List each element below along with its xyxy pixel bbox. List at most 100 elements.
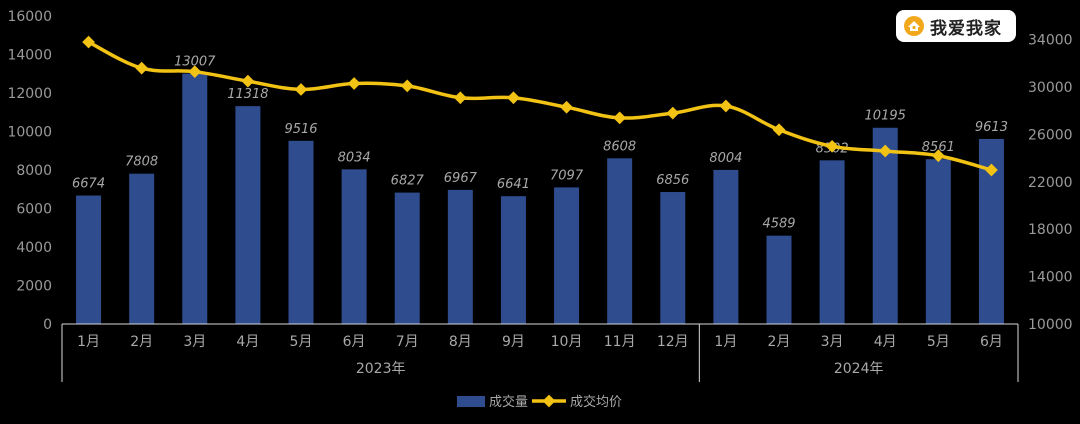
legend-bar-label: 成交量 bbox=[489, 394, 528, 410]
line-point bbox=[294, 83, 308, 96]
x-tick-label: 8月 bbox=[449, 334, 472, 350]
y-right-tick-label: 18000 bbox=[1028, 222, 1073, 238]
bar bbox=[607, 158, 633, 324]
x-tick-label: 9月 bbox=[502, 334, 525, 350]
line-point bbox=[347, 77, 361, 90]
x-tick-label: 1月 bbox=[77, 334, 100, 350]
bar-data-label: 6827 bbox=[391, 174, 425, 189]
bar bbox=[182, 73, 208, 324]
line-point bbox=[400, 79, 414, 93]
y-right-tick-label: 34000 bbox=[1028, 33, 1073, 49]
bar bbox=[713, 169, 739, 324]
x-tick-label: 10月 bbox=[551, 334, 583, 350]
bar-data-label: 10195 bbox=[865, 109, 906, 124]
bar-data-label: 6967 bbox=[444, 171, 478, 186]
legend: 成交量 成交均价 bbox=[457, 394, 622, 410]
bar bbox=[925, 159, 951, 324]
bar bbox=[129, 173, 155, 324]
x-tick-label: 2月 bbox=[768, 334, 791, 350]
bar-data-label: 13007 bbox=[174, 55, 216, 70]
y-right-tick-label: 14000 bbox=[1028, 270, 1073, 286]
line-point bbox=[188, 65, 202, 79]
bar-data-label: 4589 bbox=[762, 217, 795, 232]
legend-line-marker bbox=[542, 394, 556, 408]
line-point bbox=[507, 91, 520, 105]
x-tick-label: 7月 bbox=[396, 334, 419, 350]
bar bbox=[554, 187, 580, 324]
x-group-label: 2024年 bbox=[834, 361, 884, 377]
bar bbox=[447, 189, 473, 324]
bar-data-label: 11318 bbox=[227, 87, 268, 102]
legend-line-label: 成交均价 bbox=[570, 394, 622, 410]
x-tick-label: 5月 bbox=[290, 334, 313, 350]
y-left-tick-label: 16000 bbox=[7, 9, 52, 25]
bar-data-labels: 6674 7808 13007 11318 9516 8034 6827 6967 6641 70… bbox=[72, 55, 1008, 232]
x-tick-label: 12月 bbox=[657, 334, 689, 350]
line-series bbox=[82, 35, 998, 177]
line-point bbox=[135, 61, 149, 75]
bar bbox=[76, 195, 102, 324]
line-point bbox=[82, 35, 95, 49]
bar bbox=[341, 169, 367, 324]
bar-data-label: 8561 bbox=[922, 140, 955, 155]
y-left-tick-label: 2000 bbox=[16, 279, 52, 295]
y-left-tick-label: 14000 bbox=[7, 48, 52, 64]
bar-data-label: 6674 bbox=[72, 177, 105, 192]
y-left-tick-label: 6000 bbox=[16, 202, 52, 218]
bar-series bbox=[76, 73, 1004, 324]
bar-data-label: 9516 bbox=[284, 122, 317, 137]
watermark-text: 我爱我家 bbox=[930, 18, 1002, 39]
bar bbox=[660, 192, 686, 324]
bar bbox=[872, 127, 898, 324]
bar bbox=[394, 192, 420, 324]
bar bbox=[235, 106, 261, 324]
bar-data-label: 8608 bbox=[603, 139, 636, 154]
house-icon bbox=[904, 16, 924, 36]
bar bbox=[500, 196, 526, 324]
x-tick-label: 1月 bbox=[714, 334, 737, 350]
x-group-label: 2023年 bbox=[356, 361, 406, 377]
line-path bbox=[87, 40, 992, 172]
x-tick-label: 5月 bbox=[927, 334, 950, 350]
line-point bbox=[772, 123, 786, 137]
y-right-tick-label: 10000 bbox=[1028, 317, 1073, 333]
bar bbox=[819, 160, 845, 324]
bar-data-label: 9613 bbox=[975, 120, 1008, 135]
line-point bbox=[560, 100, 573, 114]
line-point bbox=[719, 99, 733, 113]
y-right-tick-label: 26000 bbox=[1028, 127, 1073, 143]
bar-data-label: 7097 bbox=[550, 168, 584, 183]
line-point bbox=[666, 106, 680, 120]
y-right-tick-label: 30000 bbox=[1028, 80, 1073, 96]
x-tick-label: 11月 bbox=[604, 334, 636, 350]
x-tick-label: 6月 bbox=[980, 334, 1003, 350]
y-left-tick-label: 4000 bbox=[16, 240, 52, 256]
right-axis: 10000 14000 18000 22000 26000 30000 34000 bbox=[1028, 33, 1073, 333]
line-point bbox=[613, 111, 627, 125]
brand-watermark: 我爱我家 bbox=[896, 10, 1016, 42]
y-right-tick-label: 22000 bbox=[1028, 175, 1073, 191]
x-tick-label: 3月 bbox=[183, 334, 206, 350]
y-left-tick-label: 12000 bbox=[7, 86, 52, 102]
x-axis: 1月 2月 3月 4月 5月 6月 7月 8月 9月 10月 11月 12月 1月 2月 3月 4月 5月 6月 2… bbox=[61, 323, 1019, 382]
bar bbox=[288, 140, 314, 324]
line-point bbox=[241, 74, 255, 88]
y-left-tick-label: 8000 bbox=[16, 163, 52, 179]
left-axis: 0 2000 4000 6000 8000 10000 12000 14000 16000 bbox=[7, 9, 52, 333]
x-tick-label: 4月 bbox=[236, 334, 259, 350]
y-left-tick-label: 10000 bbox=[7, 125, 52, 141]
x-tick-label: 2月 bbox=[130, 334, 153, 350]
x-tick-label: 4月 bbox=[874, 334, 897, 350]
bar-data-label: 7808 bbox=[125, 155, 158, 170]
legend-bar-swatch bbox=[457, 396, 485, 407]
bar-data-label: 6641 bbox=[497, 177, 530, 192]
bar bbox=[766, 235, 792, 324]
bar-data-label: 8004 bbox=[709, 151, 742, 166]
x-tick-label: 3月 bbox=[821, 334, 844, 350]
x-tick-label: 6月 bbox=[343, 334, 366, 350]
bar-data-label: 8034 bbox=[338, 150, 371, 165]
bar-data-label: 6856 bbox=[656, 173, 689, 188]
line-point bbox=[453, 91, 467, 105]
y-left-tick-label: 0 bbox=[43, 317, 52, 333]
